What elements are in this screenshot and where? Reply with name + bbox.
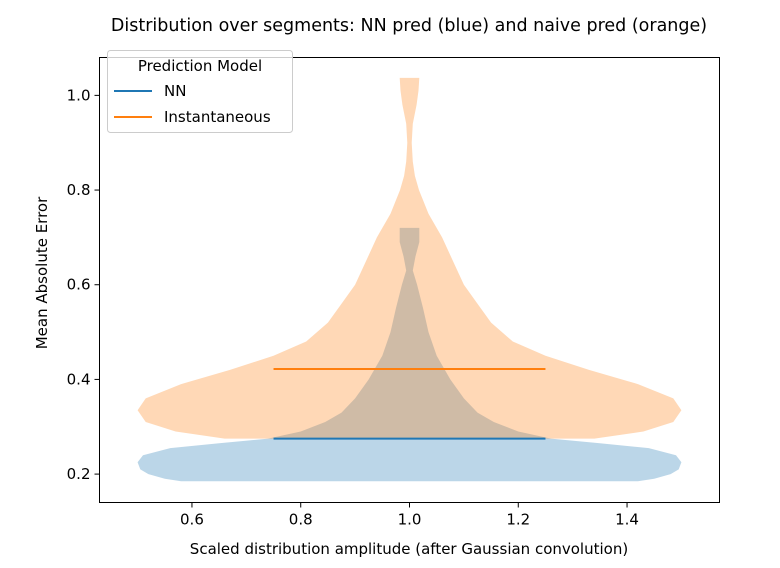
y-axis-label: Mean Absolute Error (33, 196, 51, 349)
x-axis: 0.6 0.8 1.0 1.2 1.4 (180, 502, 639, 529)
x-tick-label: 1.0 (398, 511, 422, 529)
plot-area (137, 77, 682, 482)
y-tick-label: 1.0 (67, 86, 91, 104)
x-tick-label: 0.8 (289, 511, 313, 529)
x-axis-label: Scaled distribution amplitude (after Gau… (190, 540, 628, 558)
x-tick-label: 1.2 (506, 511, 530, 529)
y-tick-label: 0.2 (67, 465, 91, 483)
legend-title: Prediction Model (138, 57, 262, 75)
chart-title: Distribution over segments: NN pred (blu… (111, 16, 707, 36)
legend-entry-nn: NN (164, 82, 186, 100)
y-tick-label: 0.8 (67, 181, 91, 199)
legend-box (107, 50, 293, 133)
x-tick-label: 1.4 (615, 511, 639, 529)
y-axis: 0.2 0.4 0.6 0.8 1.0 (67, 86, 100, 483)
x-tick-label: 0.6 (180, 511, 204, 529)
legend-entry-instantaneous: Instantaneous (164, 108, 271, 126)
violin-body-nn (137, 227, 682, 482)
legend: Prediction Model NN Instantaneous (107, 50, 293, 133)
violin-body-instantaneous (137, 77, 682, 439)
y-tick-label: 0.6 (67, 276, 91, 294)
y-tick-label: 0.4 (67, 370, 91, 388)
